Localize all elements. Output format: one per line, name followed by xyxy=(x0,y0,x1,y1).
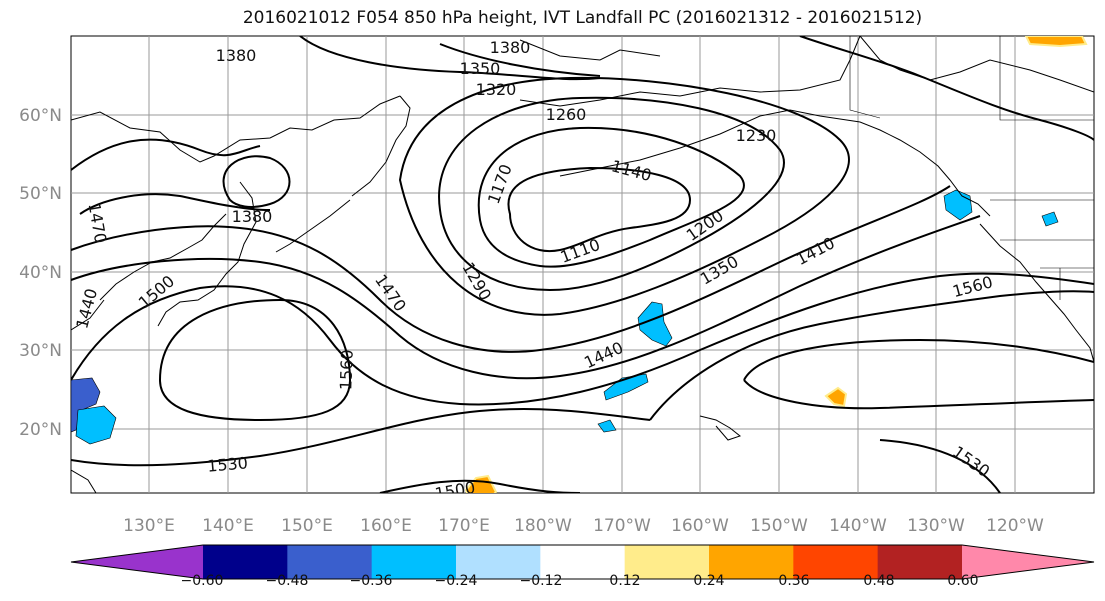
lat-label: 60°N xyxy=(19,106,62,126)
lon-label: 160°W xyxy=(671,516,729,536)
ivt-patch-central-a xyxy=(637,301,673,347)
lon-label: 150°W xyxy=(750,516,808,536)
colorbar-tick-label: 0.60 xyxy=(947,573,978,589)
colorbar-segment xyxy=(540,545,626,579)
ivt-patch-south xyxy=(464,474,498,493)
longitude-labels: 130°E 140°E 150°E 160°E 170°E 180°W 170°… xyxy=(123,516,1044,536)
ivt-patch-north xyxy=(1024,36,1088,48)
colorbar-tick-label: −0.24 xyxy=(435,573,478,589)
lon-label: 120°W xyxy=(986,516,1044,536)
lon-label: 170°W xyxy=(593,516,651,536)
lon-label: 160°E xyxy=(360,516,412,536)
lon-label: 130°E xyxy=(123,516,175,536)
colorbar-tick-label: −0.36 xyxy=(350,573,393,589)
colorbar-segment xyxy=(793,545,879,579)
colorbar-tick-label: −0.48 xyxy=(266,573,309,589)
colorbar-segment xyxy=(456,545,541,579)
ivt-patch-interior xyxy=(1041,211,1059,227)
contour-label: 1380 xyxy=(232,207,273,226)
map-title: 2016021012 F054 850 hPa height, IVT Land… xyxy=(242,8,923,28)
lon-label: 150°E xyxy=(281,516,333,536)
lat-label: 40°N xyxy=(19,263,62,283)
lat-label: 50°N xyxy=(19,184,62,204)
colorbar-tick-labels: −0.60 −0.48 −0.36 −0.24 −0.12 0.12 0.24 … xyxy=(181,573,979,589)
contour-label: 1350 xyxy=(460,59,501,78)
lat-label: 30°N xyxy=(19,341,62,361)
ivt-patch-taiwan xyxy=(75,405,117,445)
lon-label: 130°W xyxy=(907,516,965,536)
lon-label: 140°E xyxy=(202,516,254,536)
colorbar-segment xyxy=(624,545,710,579)
colorbar-segment xyxy=(371,545,457,579)
colorbar-tick-label: 0.12 xyxy=(609,573,640,589)
ivt-patch-east xyxy=(824,386,848,408)
colorbar-segment xyxy=(709,545,794,579)
colorbar-extend-high xyxy=(962,545,1094,579)
contour-label: 1530 xyxy=(206,453,248,475)
map-frame xyxy=(70,35,1095,494)
colorbar-segment xyxy=(287,545,373,579)
colorbar-tick-label: 0.48 xyxy=(863,573,894,589)
coastlines xyxy=(71,36,1094,493)
contour-label: 1260 xyxy=(546,105,587,124)
colorbar-tick-label: −0.12 xyxy=(520,573,563,589)
contour-label: 1380 xyxy=(490,38,531,57)
colorbar-segment xyxy=(203,545,288,579)
lon-label: 170°E xyxy=(438,516,490,536)
lon-label: 140°W xyxy=(829,516,887,536)
ivt-patch-central-b xyxy=(603,373,649,401)
colorbar-tick-label: 0.36 xyxy=(778,573,809,589)
colorbar-tick-label: 0.24 xyxy=(693,573,724,589)
colorbar-extend-low xyxy=(71,545,203,579)
colorbar-segment xyxy=(877,545,963,579)
lat-label: 20°N xyxy=(19,420,62,440)
latitude-labels: 60°N 50°N 40°N 30°N 20°N xyxy=(19,106,62,440)
contour-label: 1380 xyxy=(216,46,257,65)
colorbar-tick-label: −0.60 xyxy=(181,573,224,589)
height-contours xyxy=(71,36,1094,493)
contour-label: 1320 xyxy=(476,80,517,99)
colorbar xyxy=(70,544,1095,580)
ivt-shading xyxy=(71,36,1088,493)
contour-label: 1230 xyxy=(736,126,777,145)
borders xyxy=(849,36,1094,300)
contour-label: 1560 xyxy=(336,349,356,390)
lon-label: 180°W xyxy=(514,516,572,536)
colorbar-outline xyxy=(70,544,1095,580)
ivt-patch-central-c xyxy=(597,419,617,433)
